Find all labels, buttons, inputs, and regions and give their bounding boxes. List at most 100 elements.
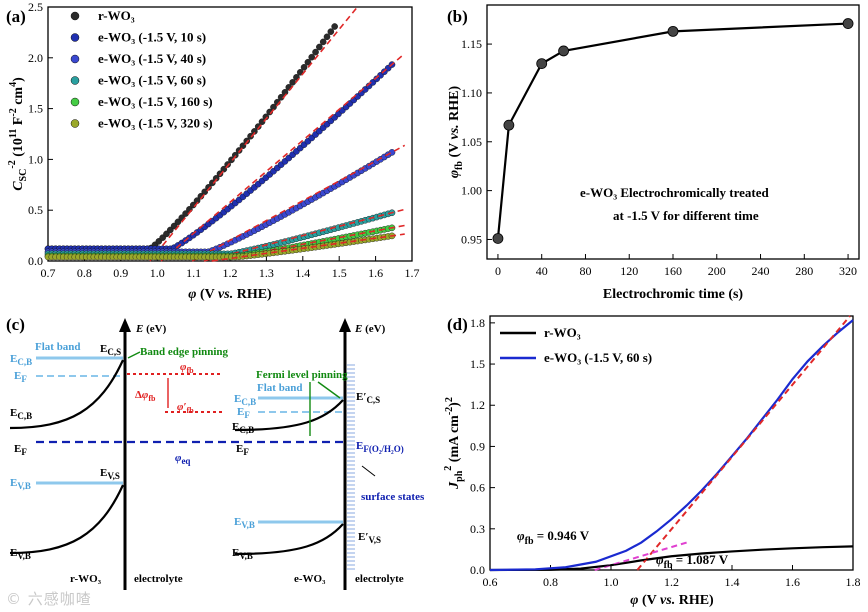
- panel-b-point-5: [842, 18, 854, 29]
- panel-b-point-1: [503, 119, 515, 131]
- panel-a-point-0-33: [170, 222, 178, 230]
- panel-a-xtick-label-6: 1.3: [259, 266, 274, 280]
- panel-a-legend-label-5: e-WO₃ (-1.5 V, 320 s): [98, 116, 213, 131]
- panel-a-xtick-label-2: 0.9: [113, 266, 128, 280]
- surface-states-arrow: [361, 465, 376, 477]
- r-ef-label: EF: [14, 443, 27, 457]
- panel-d-ytick-label-5: 1.5: [470, 357, 485, 371]
- panel-b-xtick-label-0: 0: [495, 264, 501, 278]
- panel-a-legend-marker-3: [70, 76, 80, 85]
- panel-a-point-0-54: [251, 128, 258, 135]
- ef-redox-label: EF(O₂/H₂O): [356, 440, 404, 454]
- delta-phi-label: Δφfb: [135, 389, 156, 403]
- r-wo3-label: r-WO₃: [70, 573, 102, 585]
- fermi-pinning-arrow-2: [317, 381, 341, 399]
- panel-b-ytick-label-3: 1.10: [461, 86, 482, 100]
- panel-b-ytick-label-4: 1.15: [461, 37, 482, 51]
- panel-c: (c) E (eV) Flat band EC,B EF EC,S EC,B E…: [6, 315, 425, 590]
- e-ecb-flat-label: EC,B: [234, 393, 256, 407]
- panel-d-series-1: [489, 319, 854, 572]
- panel-a-point-0-52: [243, 137, 251, 145]
- panel-a-point-0-49: [231, 151, 239, 159]
- r-evb-label: EV,B: [10, 547, 31, 561]
- panel-a-xtick-label-1: 0.8: [77, 266, 92, 280]
- r-cb-bent: [9, 359, 124, 430]
- panel-a-point-0-32: [167, 226, 174, 234]
- panel-a-ytick-label-5: 2.5: [28, 0, 43, 14]
- e-ecs-label: E′C,S: [356, 391, 380, 405]
- panel-b-label: (b): [447, 7, 468, 26]
- panel-a-legend-marker-4: [70, 97, 80, 107]
- e-flat-band-label: Flat band: [257, 382, 303, 394]
- r-evb-flat-label: EV,B: [10, 477, 31, 491]
- panel-b-ytick-label-1: 1.00: [461, 184, 482, 198]
- r-axis-label: E (eV): [135, 323, 167, 335]
- panel-d-xtick-label-4: 1.4: [725, 575, 740, 589]
- band-edge-arrow: [127, 351, 141, 359]
- panel-d-legend-label-1: e-WO₃ (-1.5 V, 60 s): [544, 350, 652, 365]
- r-evs-label: EV,S: [100, 467, 120, 481]
- panel-a-fit-3: [203, 208, 405, 262]
- panel-a-xtick-label-0: 0.7: [41, 266, 56, 280]
- e-ef-label: EF: [236, 443, 249, 457]
- panel-a-xtick-label-8: 1.5: [332, 266, 347, 280]
- panel-b-xlabel: Electrochromic time (s): [603, 287, 744, 302]
- e-wo3-label: e-WO₃: [294, 573, 326, 585]
- panel-a-ytick-label-1: 0.5: [28, 203, 43, 217]
- r-ef-flat-label: EF: [14, 370, 27, 384]
- panel-a-ytick-label-0: 0.0: [28, 254, 43, 268]
- panel-a-legend-marker-0: [70, 11, 80, 21]
- panel-d-ytick-label-3: 0.9: [470, 439, 485, 453]
- panel-a-legend-label-1: e-WO₃ (-1.5 V, 10 s): [98, 30, 206, 45]
- panel-a-point-0-74: [327, 28, 335, 35]
- band-edge-pinning-label: Band edge pinning: [140, 346, 229, 358]
- panel-d-ylabel: Jph2 (mA cm-2)2: [443, 397, 465, 490]
- panel-a-xtick-label-7: 1.4: [295, 266, 310, 280]
- r-ecb-label: EC,B: [10, 407, 32, 421]
- panel-d-ytick-label-0: 0.0: [470, 563, 485, 577]
- panel-a-point-0-73: [323, 33, 331, 41]
- panel-a-legend-marker-1: [70, 33, 80, 42]
- panel-b-xtick-label-8: 320: [839, 264, 857, 278]
- panel-b-ytick-label-0: 0.95: [461, 232, 482, 246]
- panel-d-annotation-ewo3: φfb = 1.087 V: [656, 552, 729, 571]
- fermi-level-pinning-label: Fermi level pinning: [256, 369, 348, 381]
- panel-b-xtick-label-3: 120: [620, 264, 638, 278]
- panel-a-point-0-75: [331, 23, 338, 30]
- panel-a-ytick-label-4: 2.0: [28, 51, 43, 65]
- panel-a-point-0-72: [319, 38, 327, 46]
- panel-b-annotation-1: e-WO₃ Electrochromically treated: [580, 185, 769, 200]
- r-axis-arrowhead: [119, 318, 131, 332]
- panel-d-annotation-rwo3: φfb = 0.946 V: [517, 528, 590, 547]
- panel-b-xtick-label-1: 40: [536, 264, 548, 278]
- panel-a-legend-label-0: r-WO₃: [98, 8, 135, 23]
- e-cb-bent: [234, 399, 344, 432]
- panel-a-xlabel: φ (V vs. RHE): [188, 287, 272, 302]
- panel-a-point-0-34: [174, 218, 182, 226]
- panel-a-series-0: [44, 6, 359, 262]
- panel-d-legend-label-0: r-WO₃: [544, 325, 581, 340]
- panel-a-legend-marker-5: [70, 119, 80, 128]
- panel-b-ytick-label-2: 1.05: [461, 135, 482, 149]
- panel-a-point-0-71: [316, 43, 323, 51]
- panel-b-point-4: [667, 25, 679, 37]
- panel-d-series-0: [489, 545, 854, 572]
- watermark: © 六感咖喳: [6, 590, 92, 608]
- panel-d-xtick-label-6: 1.8: [846, 575, 861, 589]
- panel-a-fit-0: [149, 6, 359, 262]
- r-electrolyte-label: electrolyte: [134, 573, 183, 585]
- phi-fb-label: φfb: [180, 361, 194, 375]
- e-axis-arrowhead: [339, 318, 351, 332]
- panel-d-ytick-label-4: 1.2: [470, 398, 485, 412]
- panel-a-xtick-label-10: 1.7: [405, 266, 420, 280]
- panel-a-xtick-label-4: 1.1: [186, 266, 201, 280]
- e-evb-flat-label: EV,B: [234, 516, 255, 530]
- panel-b-xtick-label-2: 80: [579, 264, 591, 278]
- panel-c-label: (c): [6, 315, 25, 334]
- panel-b-point-0: [492, 233, 504, 244]
- panel-b-point-2: [536, 58, 548, 70]
- panel-a-point-0-68: [304, 58, 312, 66]
- panel-a-fit-1: [160, 52, 406, 262]
- panel-d-xtick-label-0: 0.6: [483, 575, 498, 589]
